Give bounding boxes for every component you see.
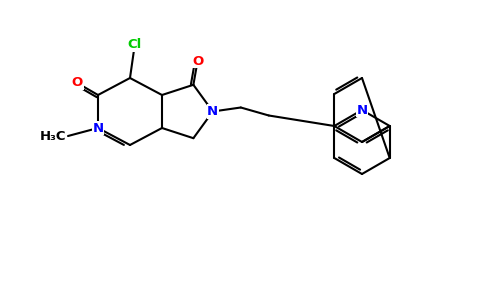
Text: N: N [207, 105, 218, 118]
Text: N: N [92, 122, 104, 134]
Text: O: O [192, 55, 203, 68]
Text: N: N [356, 103, 367, 116]
Text: O: O [72, 76, 83, 89]
Text: H₃C: H₃C [40, 130, 66, 142]
Text: Cl: Cl [127, 38, 141, 52]
